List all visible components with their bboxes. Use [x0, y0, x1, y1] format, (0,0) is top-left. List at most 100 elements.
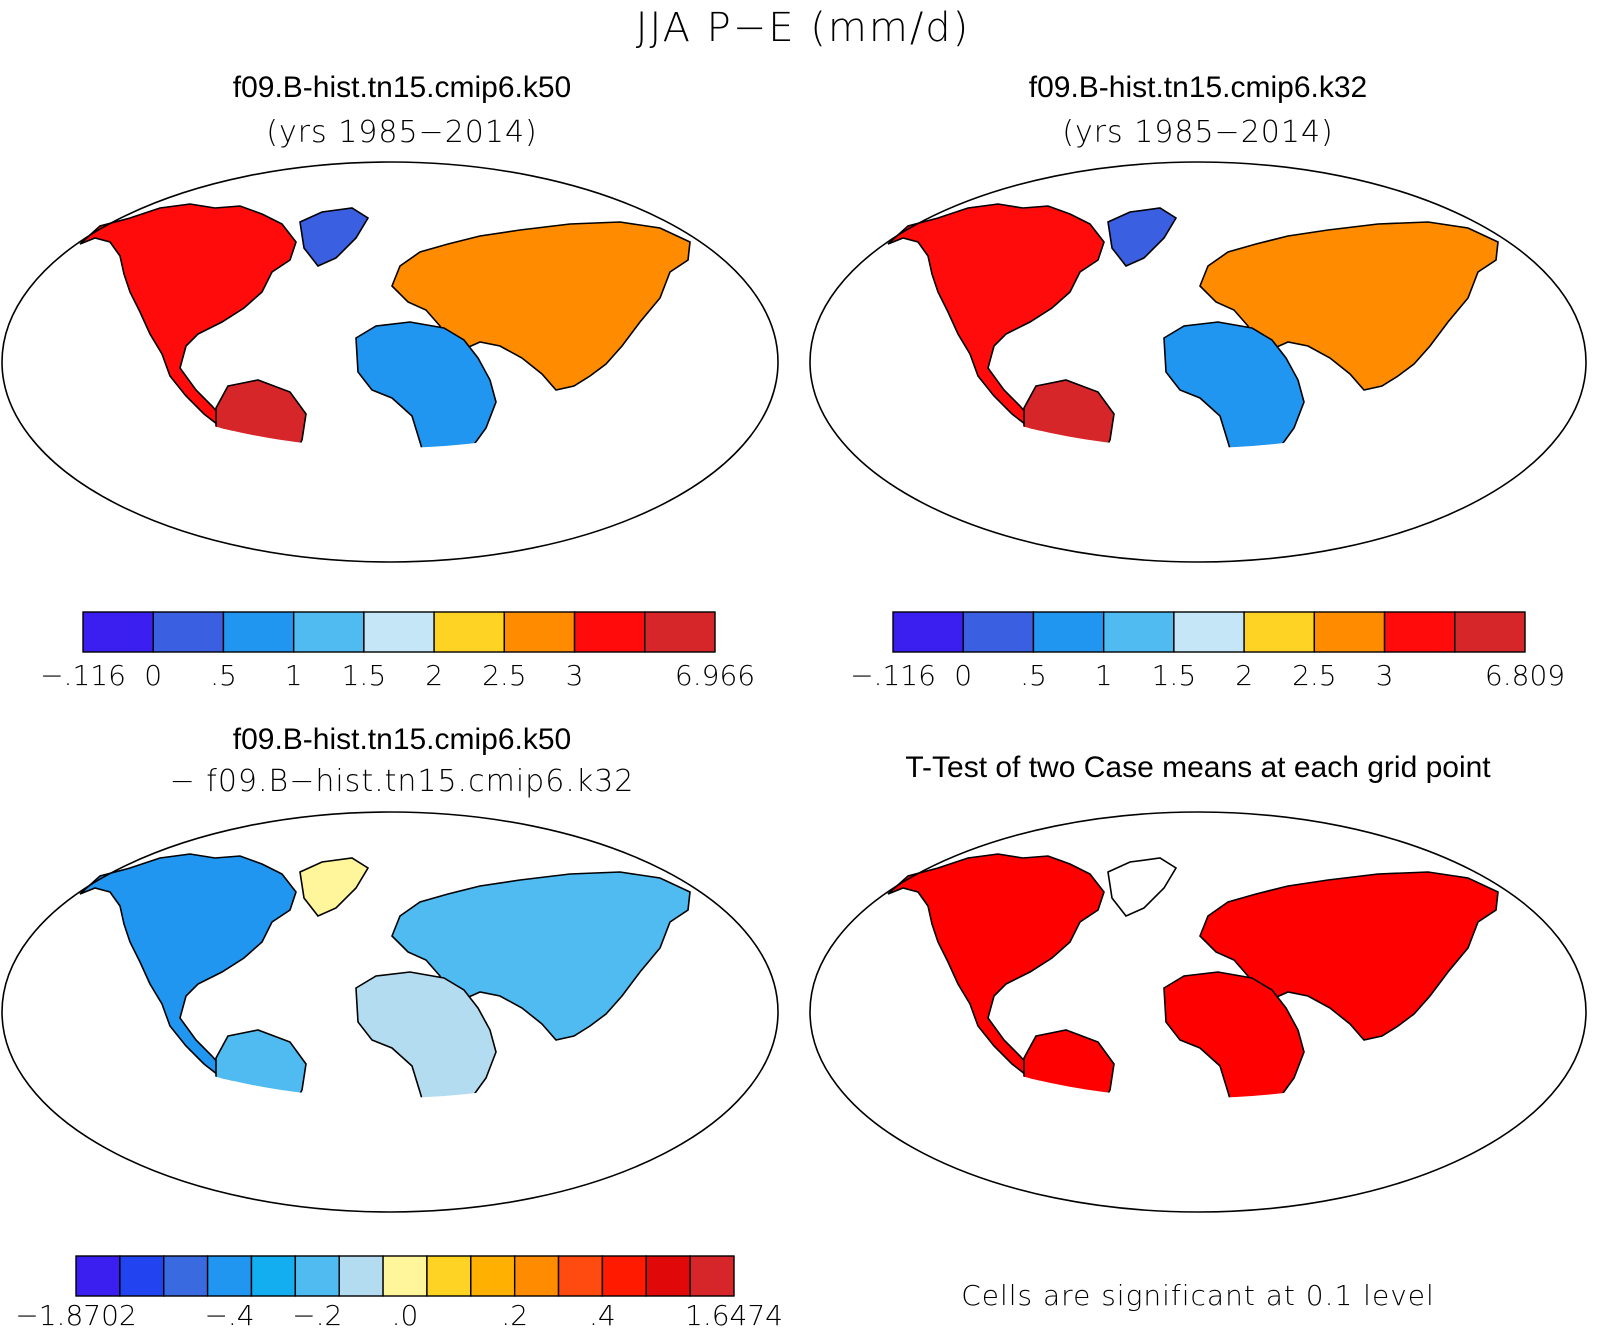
- panel3-map: [1, 811, 779, 1213]
- colorbar-label: 0: [144, 659, 163, 692]
- figure-title: JJA P−E (mm/d): [635, 5, 971, 51]
- land-australia: [1415, 1085, 1507, 1098]
- colorbar-swatch: [250, 1255, 297, 1297]
- colorbar-swatch: [892, 611, 964, 653]
- colorbar-swatch: [119, 1255, 165, 1297]
- land-antarctica: [948, 546, 1468, 598]
- land-samerica: [215, 1029, 307, 1098]
- panel1-map: [1, 161, 779, 563]
- colorbar-label: 1: [284, 659, 303, 692]
- colorbar-swatch: [1032, 611, 1105, 653]
- colorbar-swatch: [152, 611, 225, 653]
- colorbar-swatch: [644, 611, 716, 653]
- colorbar-label: 2: [425, 659, 444, 692]
- land-samerica: [215, 379, 307, 448]
- panel4-map: [809, 811, 1587, 1213]
- panel2-title: f09.B-hist.tn15.cmip6.k32: [1028, 71, 1368, 104]
- colorbar-swatch: [426, 1255, 472, 1297]
- land-africa: [1163, 321, 1305, 448]
- map-frame: [1, 811, 779, 1213]
- colorbar-swatch: [1383, 611, 1456, 653]
- colorbar-swatch: [82, 611, 154, 653]
- land-antarctica: [948, 1196, 1468, 1248]
- land-namerica: [79, 853, 297, 1089]
- map-land: [79, 853, 699, 1248]
- colorbar-swatch: [1313, 611, 1386, 653]
- colorbar-label: .4: [589, 1299, 616, 1332]
- colorbar-swatch: [363, 611, 435, 653]
- colorbar-swatch: [470, 1255, 516, 1297]
- land-samerica: [1023, 379, 1115, 448]
- colorbar-swatch: [1102, 611, 1175, 653]
- panel1-title: f09.B-hist.tn15.cmip6.k50: [232, 71, 572, 104]
- panel1-subtitle: (yrs 1985−2014): [266, 115, 538, 150]
- colorbar-label: −.116: [40, 659, 126, 692]
- colorbar-label: −1.8702: [15, 1299, 137, 1332]
- land-namerica: [887, 853, 1105, 1089]
- land-greenland: [299, 207, 370, 267]
- colorbar-swatch: [601, 1255, 647, 1297]
- colorbar-swatch: [645, 1255, 691, 1297]
- map-land: [887, 203, 1507, 598]
- land-greenland: [1107, 857, 1178, 917]
- colorbar-swatch: [573, 611, 646, 653]
- colorbar-label: 1.5: [341, 659, 387, 692]
- colorbar-swatch: [1243, 611, 1316, 653]
- colorbar-label: 2.5: [482, 659, 527, 692]
- colorbar-swatch: [382, 1255, 428, 1297]
- colorbar-label: 1.6474: [685, 1299, 783, 1332]
- colorbar-label: .5: [210, 659, 237, 692]
- colorbar-swatch: [206, 1255, 253, 1297]
- land-antarctica: [140, 546, 660, 598]
- panel2-subtitle: (yrs 1985−2014): [1062, 115, 1334, 150]
- map-land: [79, 203, 699, 598]
- colorbar-label: 6.966: [674, 659, 756, 692]
- panel1-colorbar: [82, 611, 716, 653]
- land-africa: [355, 971, 497, 1098]
- colorbar-label: .5: [1020, 659, 1047, 692]
- colorbar-label: 3: [565, 659, 584, 692]
- colorbar-label: −.116: [850, 659, 936, 692]
- panel4-significance-note: Cells are significant at 0.1 level: [961, 1279, 1435, 1312]
- panel4-title: T-Test of two Case means at each grid po…: [905, 751, 1491, 784]
- panel3-title: f09.B-hist.tn15.cmip6.k50: [232, 723, 572, 756]
- land-greenland: [299, 857, 370, 917]
- panel2-colorbar: [892, 611, 1526, 653]
- map-frame: [809, 161, 1587, 563]
- land-africa: [355, 321, 497, 448]
- colorbar-label: .2: [501, 1299, 529, 1332]
- colorbar-swatch: [163, 1255, 209, 1297]
- map-frame: [809, 811, 1587, 1213]
- colorbar-swatch: [503, 611, 576, 653]
- colorbar-swatch: [689, 1255, 735, 1297]
- colorbar-label: 0: [954, 659, 973, 692]
- colorbar-label: 1: [1094, 659, 1113, 692]
- panel3-subtitle: − f09.B−hist.tn15.cmip6.k32: [169, 764, 635, 799]
- land-namerica: [887, 203, 1105, 439]
- colorbar-label: 1.5: [1151, 659, 1197, 692]
- colorbar-swatch: [557, 1255, 604, 1297]
- map-frame: [1, 161, 779, 563]
- colorbar-swatch: [75, 1255, 121, 1297]
- colorbar-swatch: [294, 1255, 340, 1297]
- colorbar-swatch: [962, 611, 1035, 653]
- map-land: [887, 853, 1507, 1248]
- colorbar-label: 3: [1375, 659, 1394, 692]
- land-greenland: [1107, 207, 1178, 267]
- colorbar-label: 2: [1235, 659, 1254, 692]
- panel3-colorbar: [75, 1255, 735, 1297]
- land-namerica: [79, 203, 297, 439]
- panel2-map: [809, 161, 1587, 563]
- colorbar-label: −.2: [292, 1299, 343, 1332]
- colorbar-swatch: [433, 611, 506, 653]
- land-australia: [1415, 435, 1507, 448]
- colorbar-swatch: [292, 611, 365, 653]
- land-antarctica: [140, 1196, 660, 1248]
- colorbar-label: −.4: [204, 1299, 255, 1332]
- land-africa: [1163, 971, 1305, 1098]
- colorbar-swatch: [338, 1255, 384, 1297]
- colorbar-label: 2.5: [1292, 659, 1337, 692]
- land-samerica: [1023, 1029, 1115, 1098]
- colorbar-swatch: [1454, 611, 1526, 653]
- colorbar-label: .0: [391, 1299, 419, 1332]
